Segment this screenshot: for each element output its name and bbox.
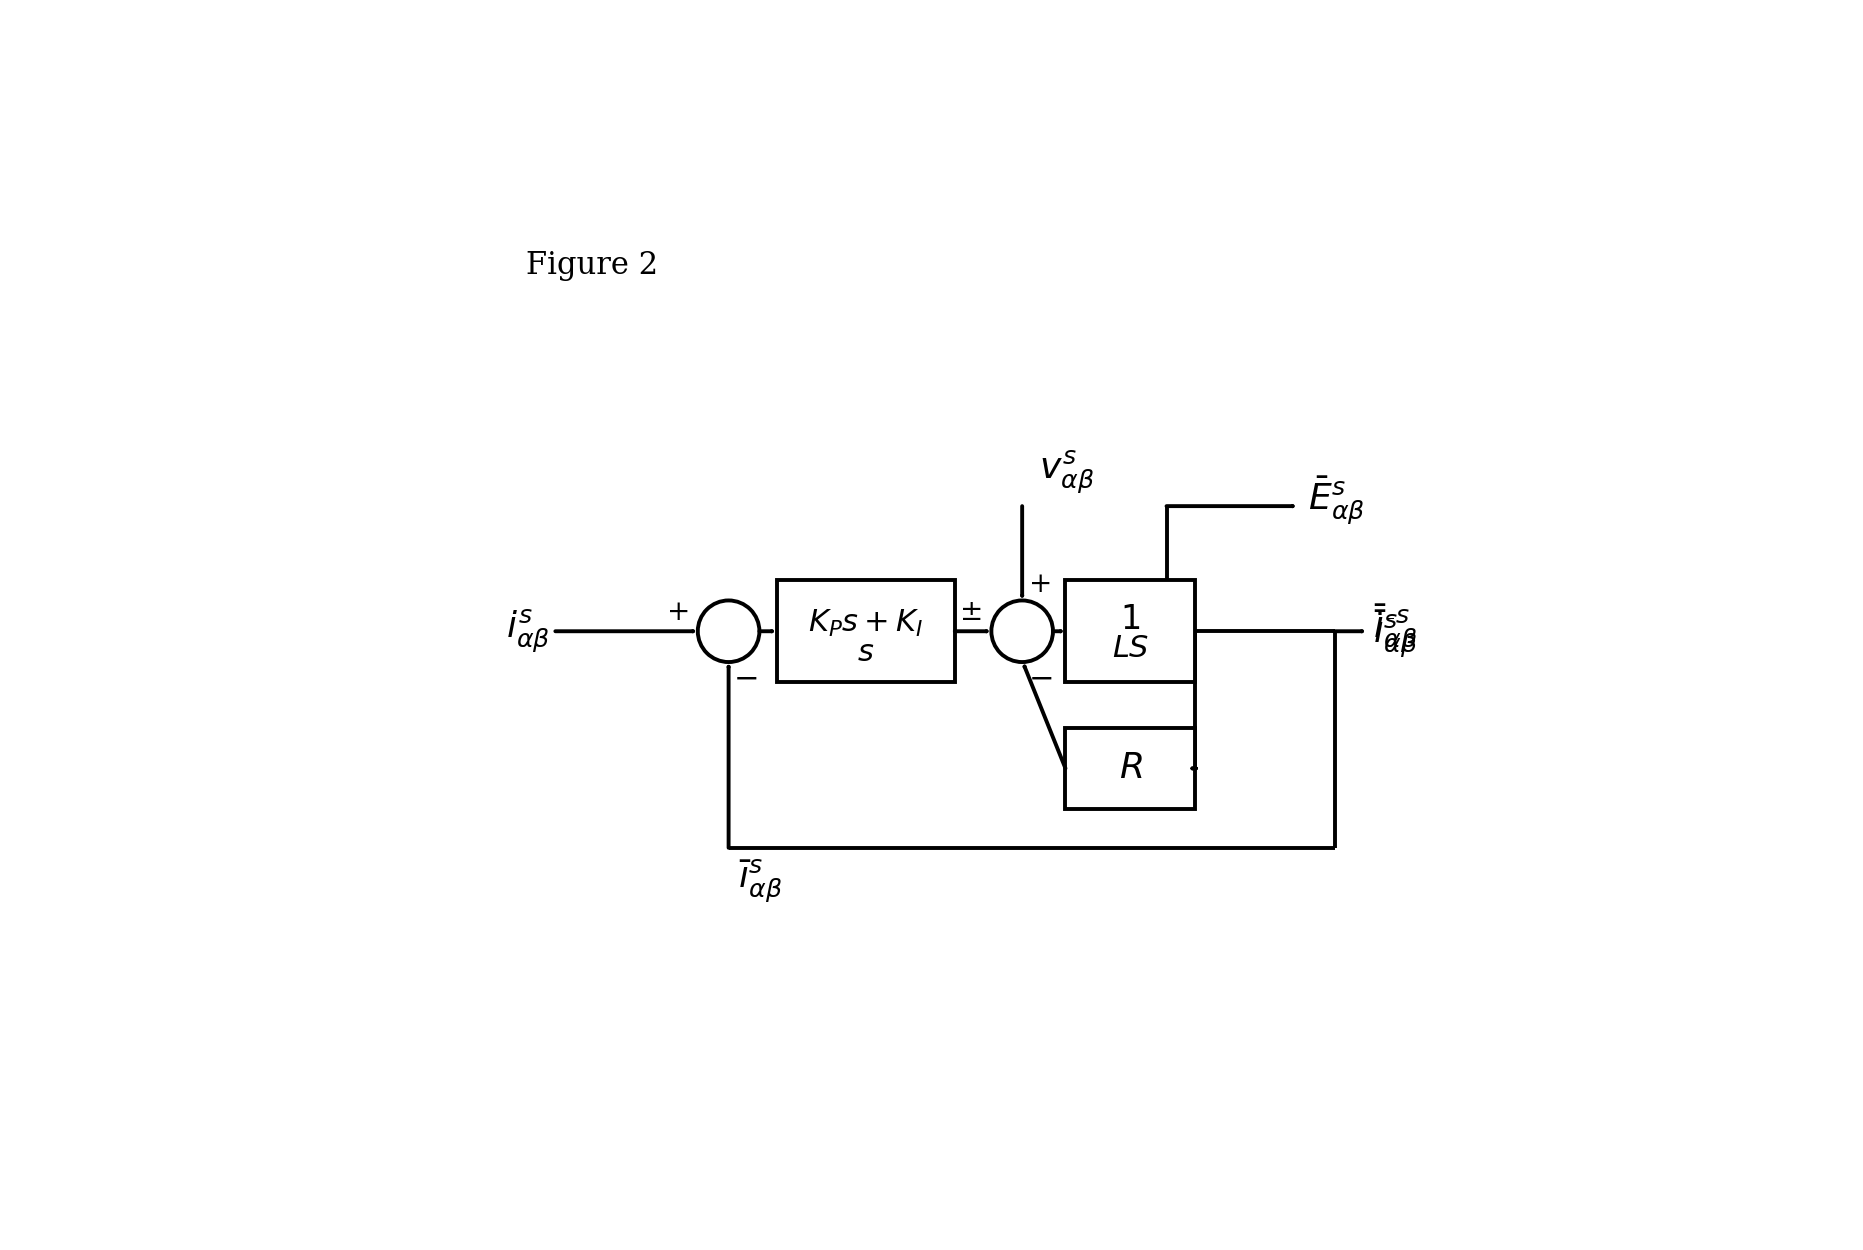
Bar [777,580,954,682]
Text: +: + [667,600,689,626]
Text: $v^{s}_{\alpha\beta}$: $v^{s}_{\alpha\beta}$ [1040,449,1095,496]
Text: Figure 2: Figure 2 [527,250,660,281]
Text: $s$: $s$ [857,638,874,668]
Text: $1$: $1$ [1120,604,1140,636]
Text: $K_{P}s+K_{I}$: $K_{P}s+K_{I}$ [809,608,924,639]
Bar [1066,580,1196,682]
Text: $i^{s}_{\alpha\beta}$: $i^{s}_{\alpha\beta}$ [507,608,551,655]
Bar [1066,728,1196,809]
Text: $\bar{E}^{s}_{\alpha\beta}$: $\bar{E}^{s}_{\alpha\beta}$ [1308,475,1366,528]
Text: −: − [734,664,758,695]
Text: ±: ± [959,600,984,626]
Text: $LS$: $LS$ [1112,632,1149,664]
Text: +: + [1028,570,1053,598]
Text: $\bar{\imath}^{s}_{\alpha\beta}$: $\bar{\imath}^{s}_{\alpha\beta}$ [738,858,782,905]
Text: $R$: $R$ [1118,751,1142,785]
Text: $\bar{\imath}^{\,\overline{\,}\,s}_{\alpha\beta}$: $\bar{\imath}^{\,\overline{\,}\,s}_{\alp… [1373,608,1418,655]
Text: $\bar{\dot{\imath}}^{s}_{\alpha\beta}$: $\bar{\dot{\imath}}^{s}_{\alpha\beta}$ [1373,602,1418,660]
Text: −: − [1028,664,1054,695]
